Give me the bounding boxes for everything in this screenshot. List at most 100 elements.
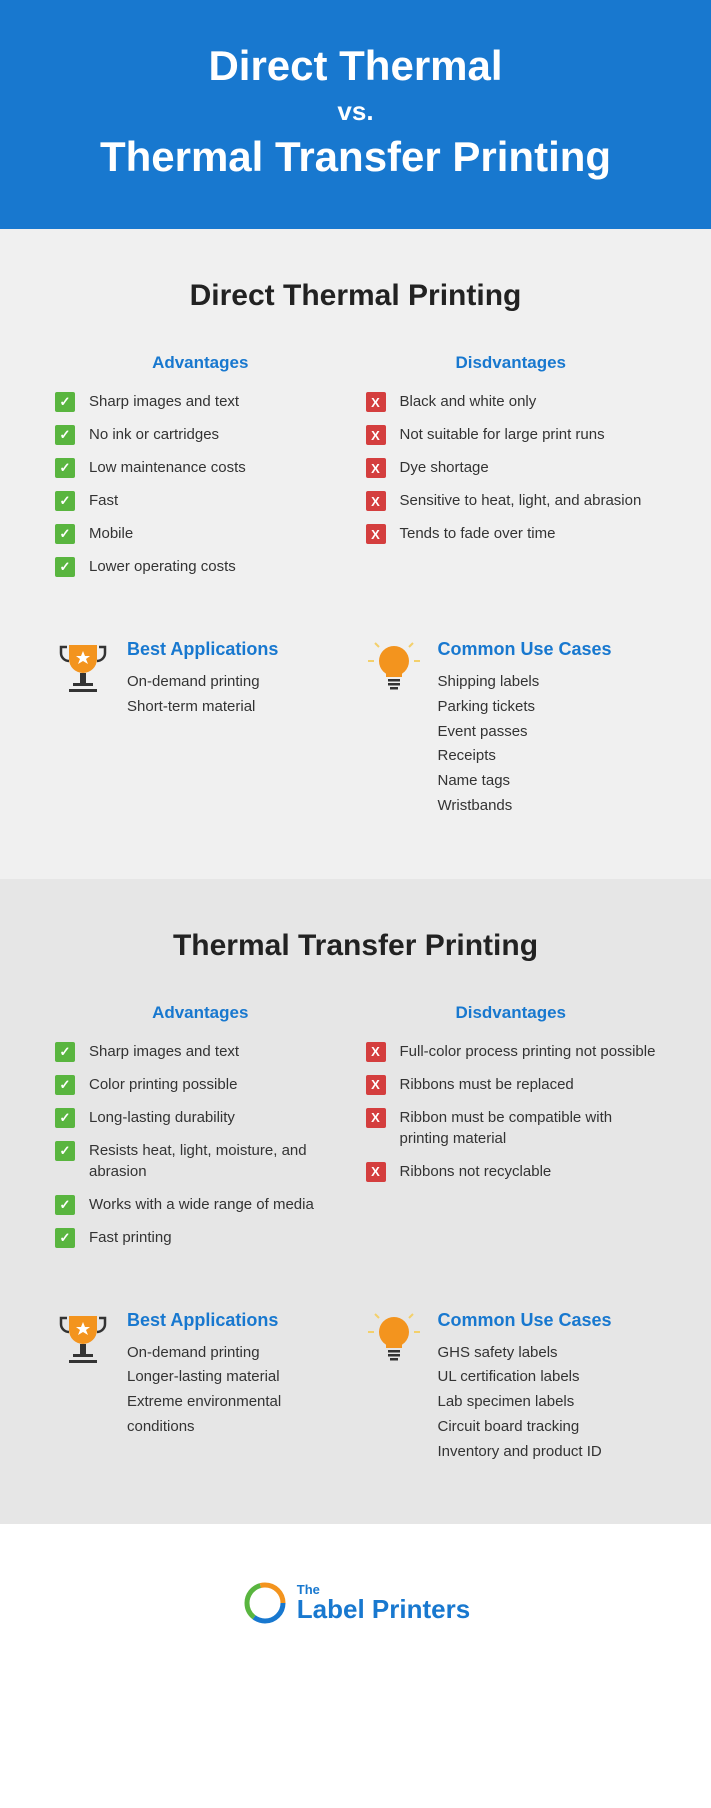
info-item: Short-term material: [127, 695, 346, 720]
disadvantage-item: XRibbons must be replaced: [366, 1074, 657, 1095]
section-title: Thermal Transfer Printing: [55, 929, 656, 963]
cross-icon: X: [366, 458, 386, 478]
check-icon: ✓: [55, 1108, 75, 1128]
best-applications-title: Best Applications: [127, 1310, 346, 1331]
info-item: Inventory and product ID: [438, 1440, 657, 1465]
use-cases-block: Common Use Cases Shipping labels Parking…: [366, 639, 657, 819]
header-banner: Direct Thermal vs. Thermal Transfer Prin…: [0, 0, 711, 229]
section-thermal-transfer: Thermal Transfer Printing Advantages ✓Sh…: [0, 879, 711, 1525]
info-item: Lab specimen labels: [438, 1390, 657, 1415]
trophy-icon: [55, 639, 111, 819]
check-icon: ✓: [55, 1228, 75, 1248]
disadvantages-heading: Disdvantages: [366, 353, 657, 373]
info-item: Name tags: [438, 769, 657, 794]
advantage-item: ✓Resists heat, light, moisture, and abra…: [55, 1140, 346, 1182]
advantage-item: ✓Color printing possible: [55, 1074, 346, 1095]
info-row: Best Applications On-demand printing Lon…: [55, 1310, 656, 1465]
best-applications-title: Best Applications: [127, 639, 346, 660]
info-item: Event passes: [438, 720, 657, 745]
check-icon: ✓: [55, 1075, 75, 1095]
check-icon: ✓: [55, 557, 75, 577]
trophy-icon: [55, 1310, 111, 1465]
best-applications-block: Best Applications On-demand printing Sho…: [55, 639, 346, 819]
best-applications-content: Best Applications On-demand printing Lon…: [127, 1310, 346, 1465]
disadvantage-item: XFull-color process printing not possibl…: [366, 1041, 657, 1062]
disadvantage-item: XRibbon must be compatible with printing…: [366, 1107, 657, 1149]
info-item: Longer-lasting material: [127, 1365, 346, 1390]
info-item: Receipts: [438, 744, 657, 769]
disadvantage-item: XNot suitable for large print runs: [366, 424, 657, 445]
info-item: Parking tickets: [438, 695, 657, 720]
disadvantage-item: XDye shortage: [366, 457, 657, 478]
cross-icon: X: [366, 1075, 386, 1095]
advantage-item: ✓No ink or cartridges: [55, 424, 346, 445]
header-line1: Direct Thermal: [20, 42, 691, 90]
cross-icon: X: [366, 524, 386, 544]
info-item: GHS safety labels: [438, 1341, 657, 1366]
check-icon: ✓: [55, 425, 75, 445]
advantage-item: ✓Fast printing: [55, 1227, 346, 1248]
lightbulb-icon: [366, 639, 422, 819]
info-item: Circuit board tracking: [438, 1415, 657, 1440]
cross-icon: X: [366, 392, 386, 412]
advantage-item: ✓Long-lasting durability: [55, 1107, 346, 1128]
info-item: UL certification labels: [438, 1365, 657, 1390]
infographic-container: Direct Thermal vs. Thermal Transfer Prin…: [0, 0, 711, 1687]
disadvantage-item: XBlack and white only: [366, 391, 657, 412]
info-item: On-demand printing: [127, 1341, 346, 1366]
best-applications-content: Best Applications On-demand printing Sho…: [127, 639, 346, 819]
use-cases-content: Common Use Cases GHS safety labels UL ce…: [438, 1310, 657, 1465]
disadvantages-col: Disdvantages XFull-color process printin…: [366, 1003, 657, 1260]
advantage-item: ✓Works with a wide range of media: [55, 1194, 346, 1215]
advantage-item: ✓Lower operating costs: [55, 556, 346, 577]
info-item: Wristbands: [438, 794, 657, 819]
info-row: Best Applications On-demand printing Sho…: [55, 639, 656, 819]
check-icon: ✓: [55, 491, 75, 511]
info-item: On-demand printing: [127, 670, 346, 695]
advantage-item: ✓Sharp images and text: [55, 391, 346, 412]
use-cases-title: Common Use Cases: [438, 639, 657, 660]
disadvantage-item: XSensitive to heat, light, and abrasion: [366, 490, 657, 511]
cross-icon: X: [366, 1162, 386, 1182]
lightbulb-icon: [366, 1310, 422, 1465]
section-direct-thermal: Direct Thermal Printing Advantages ✓Shar…: [0, 229, 711, 879]
logo-ring-icon: [241, 1579, 289, 1627]
advantage-item: ✓Low maintenance costs: [55, 457, 346, 478]
advantages-heading: Advantages: [55, 353, 346, 373]
use-cases-content: Common Use Cases Shipping labels Parking…: [438, 639, 657, 819]
advantage-item: ✓Sharp images and text: [55, 1041, 346, 1062]
check-icon: ✓: [55, 392, 75, 412]
advantages-heading: Advantages: [55, 1003, 346, 1023]
cross-icon: X: [366, 425, 386, 445]
best-applications-block: Best Applications On-demand printing Lon…: [55, 1310, 346, 1465]
section-title: Direct Thermal Printing: [55, 279, 656, 313]
disadvantage-item: XTends to fade over time: [366, 523, 657, 544]
cross-icon: X: [366, 491, 386, 511]
use-cases-title: Common Use Cases: [438, 1310, 657, 1331]
advantage-item: ✓Fast: [55, 490, 346, 511]
advantages-col: Advantages ✓Sharp images and text ✓No in…: [55, 353, 346, 589]
logo-text: The Label Printers: [297, 1583, 470, 1624]
info-item: Extreme environmental conditions: [127, 1390, 346, 1440]
pros-cons-row: Advantages ✓Sharp images and text ✓No in…: [55, 353, 656, 589]
advantages-col: Advantages ✓Sharp images and text ✓Color…: [55, 1003, 346, 1260]
use-cases-block: Common Use Cases GHS safety labels UL ce…: [366, 1310, 657, 1465]
check-icon: ✓: [55, 458, 75, 478]
check-icon: ✓: [55, 1141, 75, 1161]
cross-icon: X: [366, 1108, 386, 1128]
info-item: Shipping labels: [438, 670, 657, 695]
disadvantage-item: XRibbons not recyclable: [366, 1161, 657, 1182]
pros-cons-row: Advantages ✓Sharp images and text ✓Color…: [55, 1003, 656, 1260]
check-icon: ✓: [55, 1042, 75, 1062]
disadvantages-col: Disdvantages XBlack and white only XNot …: [366, 353, 657, 589]
logo: The Label Printers: [241, 1579, 470, 1627]
disadvantages-heading: Disdvantages: [366, 1003, 657, 1023]
header-line2: Thermal Transfer Printing: [20, 133, 691, 181]
header-vs: vs.: [20, 96, 691, 127]
footer: The Label Printers: [0, 1524, 711, 1687]
advantage-item: ✓Mobile: [55, 523, 346, 544]
check-icon: ✓: [55, 524, 75, 544]
cross-icon: X: [366, 1042, 386, 1062]
logo-main: Label Printers: [297, 1596, 470, 1623]
check-icon: ✓: [55, 1195, 75, 1215]
